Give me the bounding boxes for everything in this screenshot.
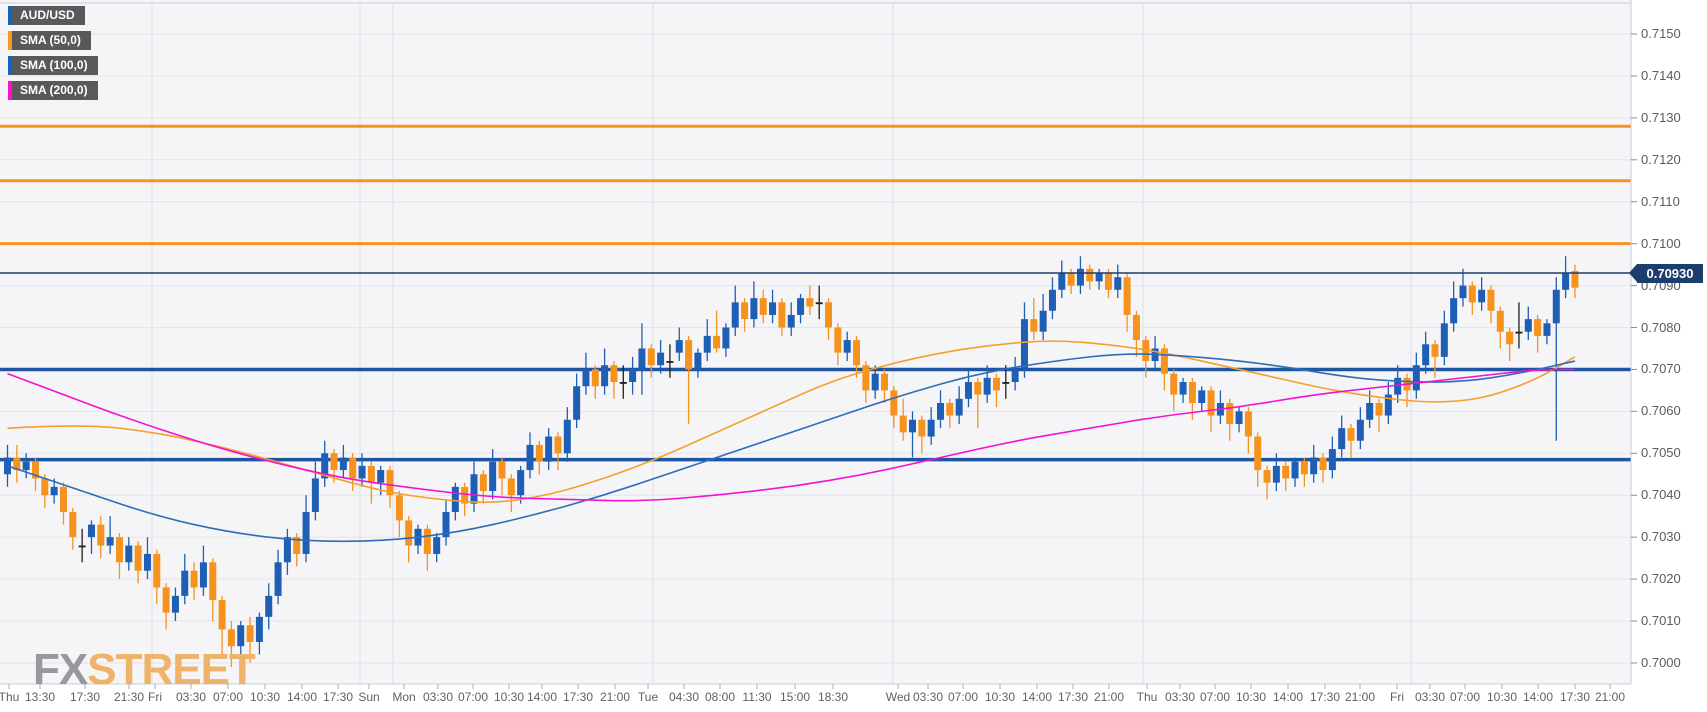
price-axis-label: 0.7040 (1641, 487, 1681, 503)
legend-item-sma100[interactable]: SMA (100,0) (8, 56, 98, 75)
time-axis-label: 04:30 (668, 690, 700, 704)
time-axis-label: 03:30 (1164, 690, 1196, 704)
price-axis-label: 0.7120 (1641, 151, 1681, 167)
price-axis-label: 0.7070 (1641, 361, 1681, 377)
price-axis-label: 0.7110 (1641, 193, 1680, 209)
legend-item-pair[interactable]: AUD/USD (8, 6, 85, 25)
legend-item-sma50[interactable]: SMA (50,0) (8, 31, 91, 50)
time-axis-label: Tue (637, 690, 659, 704)
time-axis-label: 07:00 (457, 690, 489, 704)
legend-sma200-label: SMA (200,0) (20, 83, 88, 97)
time-axis-label: Mon (392, 690, 416, 704)
price-axis-label: 0.7100 (1641, 235, 1681, 251)
time-axis-label: 21:00 (599, 690, 631, 704)
chart-legend: AUD/USD SMA (50,0) SMA (100,0) SMA (200,… (8, 6, 98, 106)
sma50-line (7, 340, 1576, 504)
current-price-value: 0.70930 (1646, 265, 1694, 281)
price-axis-label: 0.7060 (1641, 403, 1681, 419)
time-axis-label: 07:00 (1199, 690, 1231, 704)
time-axis-label: 17:30 (322, 690, 354, 704)
price-axis-label: 0.7150 (1641, 26, 1681, 41)
time-axis-label: 17:30 (69, 690, 101, 704)
time-axis-label: 21:30 (113, 690, 145, 704)
time-axis-label: Fri (1390, 690, 1404, 704)
time-axis-label: 03:30 (912, 690, 944, 704)
price-axis-label: 0.7050 (1641, 445, 1681, 461)
time-axis-label: Thu (1136, 690, 1158, 704)
time-axis-label: 21:00 (1344, 690, 1376, 704)
time-axis-label: 14:00 (286, 690, 318, 704)
current-price-marker: 0.70930 (1629, 263, 1703, 283)
legend-pair-label: AUD/USD (20, 8, 75, 22)
time-axis-label: Fri (148, 690, 162, 704)
time-axis-label: 14:00 (1522, 690, 1554, 704)
time-axis-label: 17:30 (562, 690, 594, 704)
time-axis-label: 17:30 (1309, 690, 1341, 704)
price-axis-label: 0.7140 (1641, 67, 1681, 83)
legend-sma100-label: SMA (100,0) (20, 58, 88, 72)
time-axis-label: Wed (885, 690, 911, 704)
time-axis-label: Sun (358, 690, 380, 704)
time-axis-label: 07:00 (1449, 690, 1481, 704)
time-axis-label: 14:00 (1272, 690, 1304, 704)
price-axis-label: 0.7130 (1641, 109, 1681, 125)
time-axis-label: 14:00 (1021, 690, 1053, 704)
time-axis-label: 08:00 (704, 690, 736, 704)
price-axis-label: 0.7010 (1641, 613, 1681, 629)
time-axis-label: 21:00 (1093, 690, 1125, 704)
time-axis-label: 03:30 (1414, 690, 1446, 704)
sma200-line (7, 368, 1575, 502)
time-axis-label: 15:00 (779, 690, 811, 704)
price-axis-label: 0.7030 (1641, 529, 1681, 545)
time-axis-label: 10:30 (984, 690, 1016, 704)
fxstreet-watermark: FXSTREET (33, 645, 256, 695)
time-axis-label: Thu (0, 690, 20, 704)
time-axis-label: 10:30 (1235, 690, 1267, 704)
time-axis-label: 10:30 (493, 690, 525, 704)
time-axis-label: 14:00 (526, 690, 558, 704)
time-axis-label: 17:30 (1057, 690, 1089, 704)
time-axis-label: 11:30 (742, 690, 772, 704)
time-axis-label: 03:30 (175, 690, 207, 704)
time-axis-label: 07:00 (212, 690, 244, 704)
legend-item-sma200[interactable]: SMA (200,0) (8, 81, 98, 100)
time-axis-label: 07:00 (947, 690, 979, 704)
time-axis-label: 13:30 (24, 690, 56, 704)
time-axis-label: 18:30 (817, 690, 849, 704)
price-axis-label: 0.7000 (1641, 654, 1681, 670)
legend-sma50-label: SMA (50,0) (20, 33, 81, 47)
watermark-fx: FX (33, 645, 88, 694)
watermark-street: STREET (87, 645, 256, 694)
time-axis-label: 10:30 (1486, 690, 1518, 704)
time-axis-label: 10:30 (249, 690, 281, 704)
sma100-line (7, 353, 1576, 543)
price-axis-label: 0.7020 (1641, 571, 1681, 587)
time-axis-label: 03:30 (422, 690, 454, 704)
time-axis-label: 21:00 (1594, 690, 1626, 704)
price-axis-label: 0.7080 (1641, 319, 1681, 335)
time-axis-label: 17:30 (1559, 690, 1591, 704)
